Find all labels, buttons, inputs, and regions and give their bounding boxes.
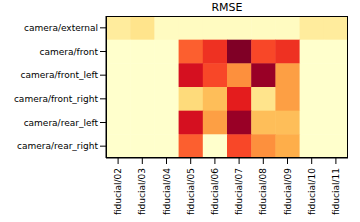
svg-text:fiducial/11: fiducial/11 bbox=[331, 168, 341, 215]
svg-text:fiducial/06: fiducial/06 bbox=[210, 168, 220, 215]
svg-text:camera/front: camera/front bbox=[40, 47, 99, 57]
svg-text:camera/front_right: camera/front_right bbox=[14, 94, 99, 104]
svg-text:fiducial/02: fiducial/02 bbox=[113, 168, 123, 215]
svg-text:fiducial/05: fiducial/05 bbox=[186, 168, 196, 215]
svg-text:camera/external: camera/external bbox=[24, 23, 98, 33]
svg-text:fiducial/10: fiducial/10 bbox=[307, 168, 317, 215]
svg-text:fiducial/09: fiducial/09 bbox=[283, 168, 293, 215]
svg-text:fiducial/08: fiducial/08 bbox=[258, 168, 268, 215]
svg-text:camera/rear_right: camera/rear_right bbox=[17, 141, 98, 151]
svg-text:fiducial/03: fiducial/03 bbox=[137, 168, 147, 215]
svg-text:fiducial/07: fiducial/07 bbox=[234, 168, 244, 215]
html-text:RMSE: RMSE bbox=[211, 1, 243, 14]
svg-text:camera/rear_left: camera/rear_left bbox=[24, 118, 99, 128]
svg-text:camera/front_left: camera/front_left bbox=[20, 70, 98, 80]
svg-text:fiducial/04: fiducial/04 bbox=[162, 168, 172, 215]
